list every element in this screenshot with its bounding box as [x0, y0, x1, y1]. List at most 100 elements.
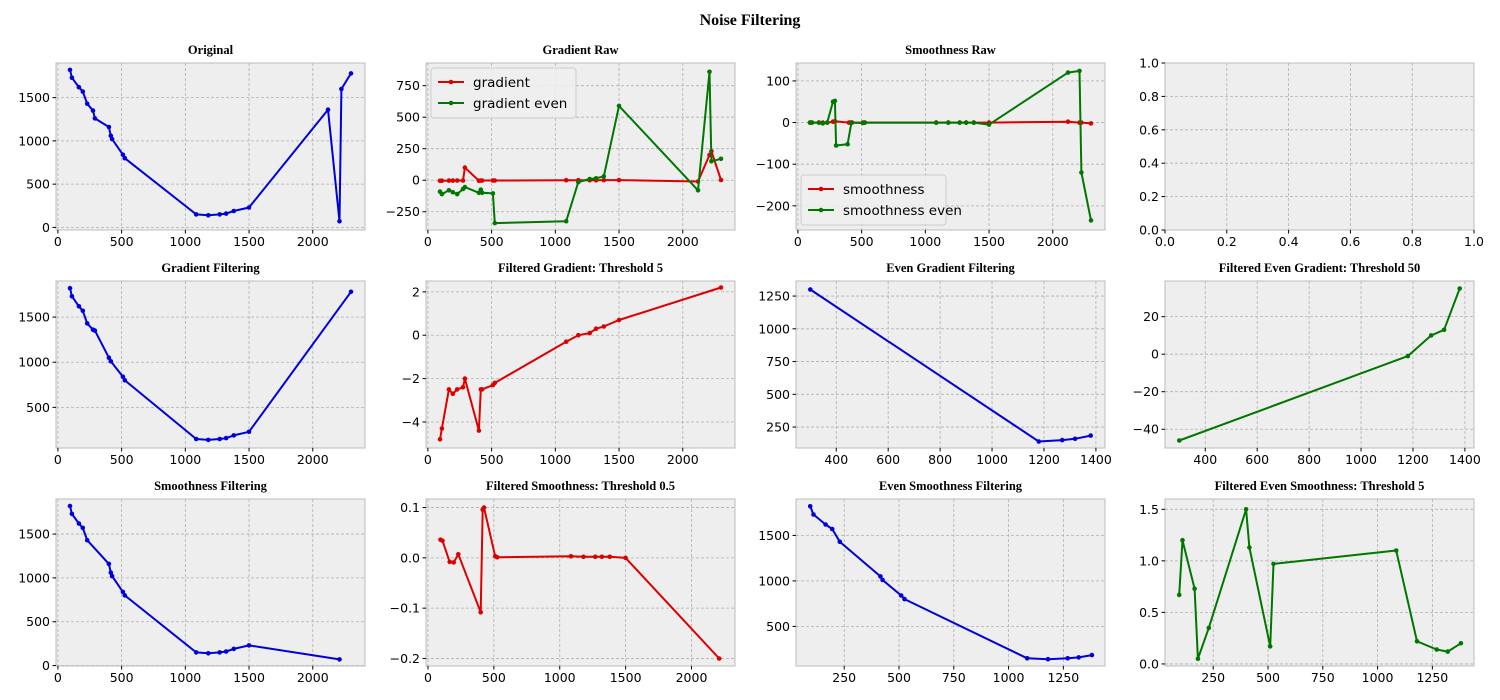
- chart-gradient-raw-legend-label: gradient: [473, 75, 530, 91]
- chart-even-smoothness-filtering-frame: [795, 498, 1106, 667]
- chart-gradient-raw-data-point: [576, 179, 581, 185]
- chart-even-gradient-filtering-ytick-label: 500: [766, 387, 790, 402]
- chart-smoothness-raw-data-point: [824, 120, 830, 125]
- chart-even-smoothness-filtering-data-point: [1076, 655, 1081, 660]
- chart-smoothness-raw-data-point: [1088, 218, 1094, 223]
- chart-filtered-gradient-data-point: [576, 332, 581, 338]
- chart-smoothness-raw-data-point: [809, 120, 815, 125]
- chart-gradient-raw-legend-label: gradient even: [473, 96, 567, 112]
- chart-gradient-filtering-data-point: [120, 374, 126, 380]
- chart-filtered-gradient: 0 500 1000 1500 2000 −4 −2 0 2 Filtered Gradient:…: [402, 261, 736, 467]
- chart-filtered-gradient-xtick-label: 1000: [539, 452, 571, 467]
- chart-filtered-smoothness-data-point: [607, 554, 613, 560]
- chart-original-ytick-label: 500: [26, 177, 50, 192]
- chart-filtered-even-smoothness-data-point: [1195, 656, 1201, 662]
- chart-even-smoothness-filtering-xtick-label: 500: [887, 670, 911, 685]
- chart-gradient-filtering-xtick-label: 2000: [297, 452, 329, 467]
- chart-smoothness-filtering-xtick-label: 2000: [297, 670, 329, 685]
- chart-smoothness-filtering-data-point: [193, 650, 199, 655]
- chart-filtered-smoothness-data-point: [581, 554, 586, 560]
- chart-gradient-raw-data-point: [563, 218, 569, 224]
- chart-gradient-filtering-data-point: [223, 435, 229, 441]
- chart-gradient-filtering-data-point: [231, 433, 237, 438]
- chart-even-gradient-filtering-ytick-label: 750: [766, 354, 790, 369]
- chart-smoothness-raw-data-point: [957, 120, 962, 125]
- chart-even-smoothness-filtering-xtick-label: 1000: [993, 670, 1025, 685]
- chart-gradient-raw-data-point: [616, 177, 622, 183]
- chart-gradient-filtering-frame: [55, 280, 366, 449]
- chart-smoothness-raw-data-point: [849, 120, 854, 125]
- chart-filtered-even-smoothness-ytick-label: 1.5: [1139, 502, 1159, 517]
- chart-filtered-even-gradient-series-0: [1177, 286, 1462, 443]
- chart-original-data-point: [325, 107, 331, 112]
- chart-filtered-even-gradient-xtick-label: 1000: [1345, 452, 1377, 467]
- chart-gradient-raw-data-point: [707, 69, 712, 75]
- chart-smoothness-raw-data-point: [986, 122, 992, 127]
- chart-filtered-even-smoothness-data-point: [1192, 586, 1197, 591]
- chart-even-smoothness-filtering-ytick-label: 1000: [758, 573, 790, 588]
- chart-even-smoothness-filtering-data-point: [880, 577, 885, 583]
- chart-smoothness-raw-data-point: [1065, 119, 1071, 124]
- chart-smoothness-filtering-data-point: [84, 537, 90, 543]
- chart-original-xtick-label: 1000: [169, 234, 201, 249]
- chart-smoothness-filtering-data-point: [67, 503, 73, 509]
- chart-filtered-gradient-ytick-label: −4: [402, 414, 420, 429]
- chart-original-data-point: [84, 101, 90, 106]
- chart-filtered-gradient-data-point: [437, 437, 443, 442]
- chart-even-smoothness-filtering-plot-area: [796, 499, 1105, 666]
- chart-gradient-raw-series-1: [437, 69, 724, 226]
- chart-smoothness-raw-data-point: [820, 121, 826, 126]
- chart-even-smoothness-filtering-ytick-label: 500: [766, 619, 790, 634]
- chart-filtered-even-smoothness-ytick-label: 0.0: [1139, 656, 1159, 671]
- chart-smoothness-raw-ytick-label: 0: [782, 115, 790, 130]
- chart-filtered-gradient-ytick-label: 0: [412, 328, 420, 343]
- chart-smoothness-filtering-data-point: [120, 589, 126, 595]
- chart-filtered-gradient-ytick-label: 2: [412, 284, 420, 299]
- chart-original-ytick-label: 1000: [18, 133, 50, 148]
- chart-smoothness-raw-data-point: [963, 120, 969, 125]
- chart-gradient-raw-series-0: [437, 148, 724, 184]
- chart-filtered-gradient-data-point: [479, 387, 485, 392]
- chart-empty-ytick-label: 0.4: [1139, 156, 1159, 171]
- chart-gradient-raw-data-point: [454, 178, 460, 183]
- chart-smoothness-filtering-data-point: [109, 573, 115, 579]
- chart-filtered-even-gradient-xtick-label: 600: [1245, 452, 1269, 467]
- chart-even-smoothness-filtering-xtick-label: 250: [832, 670, 856, 685]
- chart-filtered-gradient-data-point: [718, 285, 724, 290]
- chart-filtered-even-gradient-plot-area: [1165, 281, 1474, 448]
- chart-filtered-even-smoothness-data-point: [1434, 647, 1439, 652]
- chart-filtered-even-smoothness-xtick-label: 250: [1201, 670, 1225, 685]
- chart-gradient-filtering-plot-area: [56, 281, 365, 448]
- chart-filtered-gradient-xtick-label: 0: [424, 452, 432, 467]
- chart-original-data-point: [122, 155, 128, 161]
- chart-even-smoothness-filtering-title: Even Smoothness Filtering: [879, 479, 1023, 493]
- chart-original-data-point: [246, 205, 252, 210]
- chart-gradient-raw-data-point: [695, 188, 701, 193]
- chart-smoothness-filtering-frame: [55, 498, 366, 667]
- chart-smoothness-raw-legend: smoothness smoothness even: [800, 174, 962, 226]
- chart-gradient-filtering-data-point: [76, 304, 82, 309]
- chart-filtered-even-gradient-ytick-label: 20: [1143, 309, 1159, 324]
- chart-gradient-filtering-ytick-label: 1000: [18, 355, 50, 370]
- chart-gradient-filtering-series-0: [67, 285, 354, 443]
- chart-original-xtick-label: 2000: [297, 234, 329, 249]
- chart-gradient-raw-xtick-label: 500: [480, 234, 504, 249]
- chart-original-data-point: [90, 108, 96, 113]
- chart-empty: 0.0 0.2 0.4 0.6 0.8 1.0 0.0 0.2 0.4 0.6 0.8 1.0: [1139, 56, 1484, 250]
- chart-smoothness-raw-ytick-label: −200: [756, 198, 790, 213]
- chart-gradient-filtering-data-point: [193, 436, 199, 442]
- chart-gradient-raw-data-point: [479, 178, 485, 183]
- chart-original-plot-area: [56, 63, 365, 230]
- chart-smoothness-filtering-ytick-label: 500: [26, 614, 50, 629]
- chart-filtered-even-smoothness-data-point: [1271, 561, 1276, 567]
- chart-filtered-smoothness-data-point: [440, 538, 445, 544]
- chart-filtered-even-gradient: 400 600 800 1000 1200 1400 −40 −20 0 20 Filtered E…: [1133, 261, 1481, 467]
- chart-original-frame: [55, 62, 366, 231]
- chart-filtered-even-gradient-xtick-label: 1400: [1449, 452, 1481, 467]
- chart-filtered-gradient-data-point: [450, 391, 456, 397]
- chart-smoothness-filtering-data-point: [223, 649, 229, 654]
- chart-empty-ytick-label: 0.0: [1139, 223, 1159, 238]
- chart-even-gradient-filtering-series-0: [808, 287, 1093, 444]
- chart-gradient-raw-ytick-label: 500: [396, 110, 420, 125]
- chart-filtered-smoothness-data-point: [447, 559, 453, 565]
